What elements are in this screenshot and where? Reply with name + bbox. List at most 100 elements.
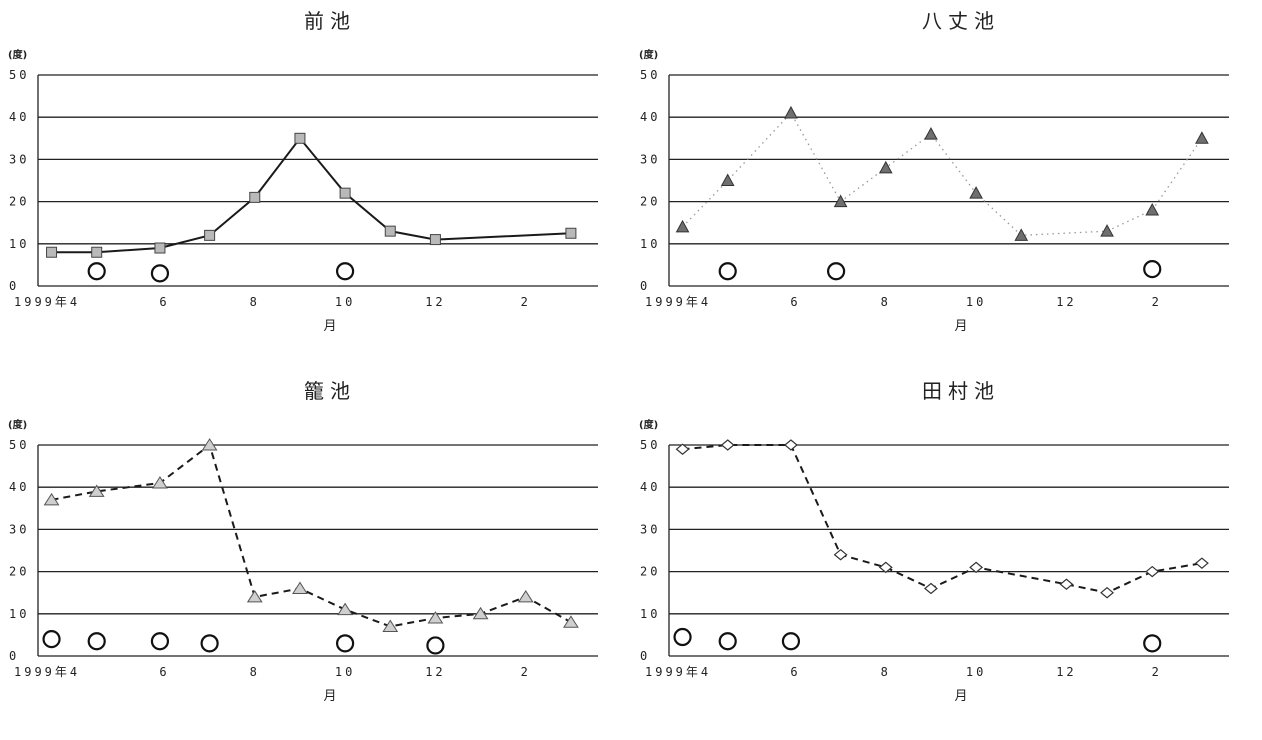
y-tick-label: 20: [9, 195, 29, 209]
data-point: [294, 132, 306, 144]
y-tick-label: 40: [9, 480, 29, 494]
y-tick-label: 20: [640, 565, 660, 579]
data-point: [924, 127, 938, 140]
data-point: [969, 186, 983, 199]
chart-title: 八丈池: [922, 9, 1000, 33]
data-point: [1014, 228, 1029, 241]
y-tick-label: 40: [640, 110, 660, 124]
x-tick-label: 10: [966, 665, 986, 679]
x-axis-label: 月: [954, 319, 967, 334]
data-point: [429, 234, 441, 246]
series-line: [682, 111, 1203, 237]
y-tick-label: 10: [9, 607, 29, 621]
data-point: [675, 443, 690, 456]
data-point: [472, 606, 489, 620]
series-line: [682, 444, 1203, 594]
data-point: [1059, 578, 1074, 591]
chart-title: 前池: [304, 9, 356, 33]
presence-circle: [335, 262, 355, 281]
data-point: [249, 191, 261, 203]
x-tick-label: 1999年4: [645, 295, 711, 309]
data-point: [1194, 557, 1209, 569]
presence-circle: [150, 264, 170, 283]
x-tick-label: 2: [521, 665, 531, 679]
y-unit-label: (度): [639, 418, 658, 431]
data-point: [201, 438, 218, 451]
data-point: [1195, 131, 1209, 144]
presence-circle: [87, 262, 106, 281]
presence-circle: [150, 632, 170, 651]
chart-panel-tamuraike: 田村池 (度) 0 10 20 30 40 50 1999年4 6 8 10 12 2 月: [631, 370, 1262, 740]
presence-circle: [781, 632, 801, 651]
x-tick-label: 10: [335, 295, 355, 309]
y-tick-label: 20: [9, 565, 29, 579]
data-point: [1145, 202, 1160, 216]
data-point: [562, 615, 579, 628]
y-tick-label: 30: [9, 152, 29, 166]
x-tick-label: 2: [1152, 295, 1162, 309]
presence-circle: [42, 630, 61, 649]
data-point: [337, 602, 354, 616]
y-tick-label: 0: [9, 279, 19, 293]
y-tick-label: 40: [640, 480, 660, 494]
data-point: [1145, 565, 1160, 578]
data-point: [154, 242, 166, 254]
presence-circle: [1143, 260, 1162, 279]
data-point: [246, 589, 263, 603]
x-tick-label: 12: [425, 665, 445, 679]
presence-circle: [826, 262, 846, 281]
data-point: [292, 581, 308, 594]
data-point: [833, 548, 848, 561]
x-tick-label: 6: [159, 295, 169, 309]
data-point: [43, 492, 60, 506]
x-tick-label: 10: [335, 665, 355, 679]
chart-panel-maeike: 前池 (度) 0 10 20 30 40 50 1999年4 6 8 10 12 2 月: [0, 0, 631, 370]
x-tick-label: 8: [250, 665, 260, 679]
y-tick-label: 20: [640, 195, 660, 209]
data-point: [384, 225, 396, 237]
chart-svg-tamuraike: 田村池 (度) 0 10 20 30 40 50 1999年4 6 8 10 12 2 月: [639, 379, 1229, 704]
data-point: [517, 589, 534, 603]
x-tick-label: 1999年4: [14, 295, 80, 309]
data-point: [91, 246, 103, 258]
x-tick-label: 12: [1056, 295, 1076, 309]
data-point: [720, 173, 735, 186]
data-point: [46, 246, 58, 258]
x-tick-label: 10: [966, 295, 986, 309]
x-tick-label: 6: [159, 665, 169, 679]
x-axis-label: 月: [323, 689, 336, 704]
y-tick-label: 50: [9, 438, 29, 452]
presence-circle: [87, 632, 106, 651]
data-point: [784, 105, 798, 119]
data-point: [969, 561, 984, 574]
presence-circle: [1143, 634, 1162, 653]
data-point: [878, 160, 893, 174]
x-tick-label: 12: [1056, 665, 1076, 679]
data-point: [675, 219, 690, 233]
presence-circle: [200, 634, 219, 653]
y-tick-label: 50: [640, 438, 660, 452]
data-point: [88, 484, 105, 497]
y-tick-label: 30: [640, 522, 660, 536]
chart-svg-hachijoike: 八丈池 (度) 0 10 20 30 40 50 1999年4 6 8 10 12 2 月: [639, 9, 1229, 334]
presence-circle: [673, 627, 692, 647]
data-point: [720, 439, 735, 451]
y-tick-label: 50: [640, 68, 660, 82]
chart-panel-hachijoike: 八丈池 (度) 0 10 20 30 40 50 1999年4 6 8 10 12 2 月: [631, 0, 1262, 370]
x-tick-label: 1999年4: [645, 665, 711, 679]
x-tick-label: 8: [881, 665, 891, 679]
data-point: [783, 439, 798, 451]
y-tick-label: 10: [640, 237, 660, 251]
y-tick-label: 30: [9, 522, 29, 536]
y-tick-label: 0: [640, 649, 650, 663]
x-tick-label: 2: [521, 295, 531, 309]
x-tick-label: 8: [881, 295, 891, 309]
chart-panel-kagoike: 籠池 (度) 0 10 20 30 40 50 1999年4 6 8 10 12 2 月: [0, 370, 631, 740]
data-point: [923, 582, 938, 595]
x-tick-label: 6: [790, 295, 800, 309]
x-axis-label: 月: [323, 319, 336, 334]
y-tick-label: 0: [640, 279, 650, 293]
y-tick-label: 0: [9, 649, 19, 663]
data-point: [204, 229, 216, 241]
data-point: [565, 227, 577, 239]
